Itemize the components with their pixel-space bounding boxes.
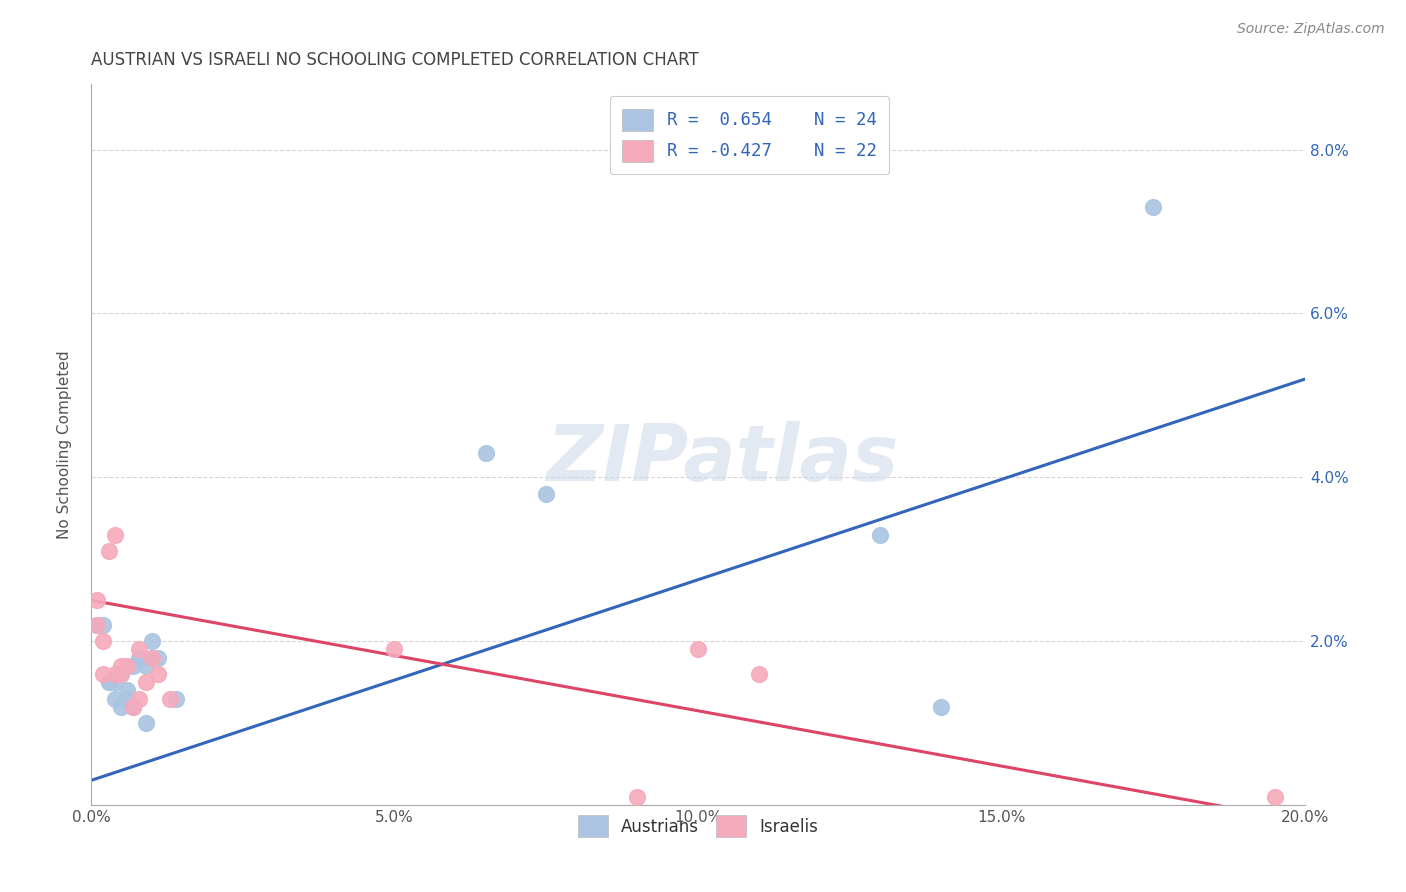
- Point: [104, 675, 127, 690]
- Point: [165, 691, 187, 706]
- Point: [122, 658, 145, 673]
- Point: [141, 634, 163, 648]
- Point: [929, 699, 952, 714]
- Point: [98, 675, 121, 690]
- Legend: Austrians, Israelis: Austrians, Israelis: [571, 809, 825, 844]
- Point: [110, 667, 132, 681]
- Point: [135, 658, 157, 673]
- Point: [110, 667, 132, 681]
- Point: [474, 446, 496, 460]
- Point: [626, 789, 648, 804]
- Point: [98, 544, 121, 558]
- Point: [128, 642, 150, 657]
- Point: [384, 642, 406, 657]
- Point: [91, 617, 114, 632]
- Point: [159, 691, 181, 706]
- Point: [86, 593, 108, 607]
- Text: Source: ZipAtlas.com: Source: ZipAtlas.com: [1237, 22, 1385, 37]
- Point: [91, 667, 114, 681]
- Point: [128, 691, 150, 706]
- Point: [146, 650, 169, 665]
- Point: [117, 658, 139, 673]
- Point: [146, 667, 169, 681]
- Point: [686, 642, 709, 657]
- Point: [86, 617, 108, 632]
- Point: [117, 691, 139, 706]
- Point: [104, 691, 127, 706]
- Point: [141, 650, 163, 665]
- Point: [536, 486, 558, 500]
- Point: [1264, 789, 1286, 804]
- Point: [104, 667, 127, 681]
- Y-axis label: No Schooling Completed: No Schooling Completed: [58, 351, 72, 539]
- Point: [122, 699, 145, 714]
- Point: [748, 667, 770, 681]
- Point: [135, 716, 157, 731]
- Point: [1142, 200, 1164, 214]
- Point: [141, 650, 163, 665]
- Point: [98, 675, 121, 690]
- Point: [91, 634, 114, 648]
- Text: ZIPatlas: ZIPatlas: [546, 421, 898, 497]
- Point: [110, 658, 132, 673]
- Point: [122, 699, 145, 714]
- Point: [110, 699, 132, 714]
- Point: [128, 650, 150, 665]
- Point: [117, 683, 139, 698]
- Point: [104, 527, 127, 541]
- Text: AUSTRIAN VS ISRAELI NO SCHOOLING COMPLETED CORRELATION CHART: AUSTRIAN VS ISRAELI NO SCHOOLING COMPLET…: [91, 51, 699, 69]
- Point: [135, 675, 157, 690]
- Point: [869, 527, 891, 541]
- Point: [86, 617, 108, 632]
